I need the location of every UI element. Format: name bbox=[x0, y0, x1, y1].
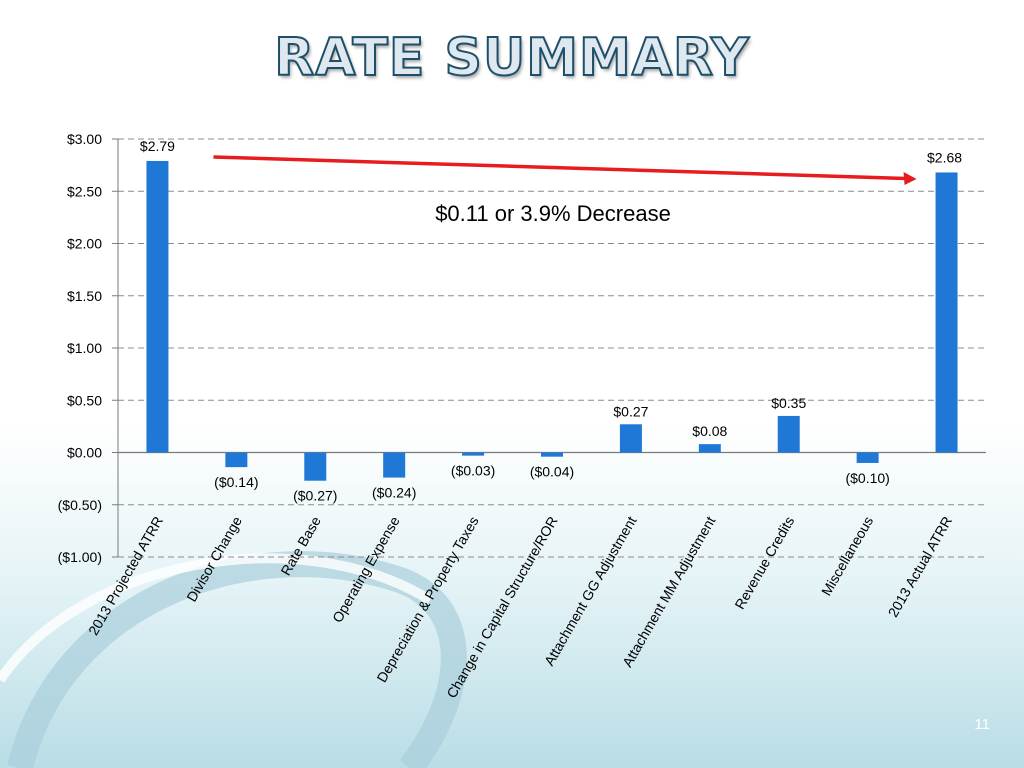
decrease-annotation: $0.11 or 3.9% Decrease bbox=[435, 201, 671, 226]
slide-title: RATE SUMMARY bbox=[273, 27, 750, 89]
y-tick-label: ($1.00) bbox=[58, 549, 102, 565]
y-tick-label: $2.00 bbox=[67, 236, 102, 252]
category-label: Attachment MM Adjustment bbox=[619, 513, 719, 669]
grid-lines bbox=[118, 138, 986, 558]
bar bbox=[856, 452, 879, 463]
y-tick-label: $2.50 bbox=[67, 183, 102, 199]
data-label: ($0.24) bbox=[372, 485, 416, 501]
bar bbox=[225, 452, 248, 468]
category-label: Revenue Credits bbox=[731, 514, 797, 612]
bars bbox=[146, 160, 958, 481]
category-label: 2013 Projected ATRR bbox=[85, 514, 166, 638]
page-number: 11 bbox=[974, 716, 990, 733]
annotation-layer: $0.11 or 3.9% Decrease bbox=[213, 155, 917, 226]
bar bbox=[619, 424, 642, 453]
y-tick-label: ($0.50) bbox=[58, 497, 102, 513]
bar bbox=[698, 444, 721, 453]
data-label: $0.35 bbox=[771, 395, 806, 411]
data-labels: $2.79 ($0.14) ($0.27) ($0.24) ($0.03) ($0.04)… bbox=[140, 138, 962, 504]
data-label: ($0.27) bbox=[293, 488, 337, 504]
category-labels: 2013 Projected ATRR Divisor Change Rate Ba… bbox=[85, 513, 955, 700]
data-label: $2.68 bbox=[927, 149, 962, 165]
bar bbox=[383, 452, 406, 478]
data-label: ($0.03) bbox=[451, 463, 495, 479]
y-tick-label: $0.50 bbox=[67, 392, 102, 408]
category-label: Attachment GG Adjustment bbox=[541, 513, 640, 668]
y-tick-label: $1.00 bbox=[67, 340, 102, 356]
bar bbox=[146, 160, 169, 453]
y-axis: $3.00 $2.50 $2.00 $1.50 $1.00 $0.50 $0.00 ($0.5… bbox=[58, 131, 119, 565]
y-tick-label: $3.00 bbox=[67, 131, 102, 147]
data-label: ($0.04) bbox=[530, 464, 574, 480]
bar bbox=[462, 452, 485, 456]
bar bbox=[935, 172, 958, 453]
bar bbox=[541, 452, 563, 457]
decorative-swoosh-inner bbox=[0, 553, 433, 683]
data-label: ($0.10) bbox=[845, 470, 889, 486]
data-label: $0.27 bbox=[613, 403, 648, 419]
category-label: 2013 Actual ATRR bbox=[885, 513, 956, 619]
category-label: Miscellaneous bbox=[818, 514, 876, 599]
bar bbox=[777, 415, 800, 453]
y-tick-label: $0.00 bbox=[67, 445, 102, 461]
category-label: Rate Base bbox=[277, 513, 324, 578]
decrease-arrow-head bbox=[903, 172, 917, 185]
data-label: $0.08 bbox=[692, 423, 727, 439]
bar bbox=[304, 452, 327, 481]
decrease-arrow-line bbox=[213, 155, 907, 181]
category-label: Divisor Change bbox=[183, 513, 245, 604]
y-tick-label: $1.50 bbox=[67, 288, 102, 304]
data-label: $2.79 bbox=[140, 138, 175, 154]
category-label: Operating Expense bbox=[329, 513, 403, 625]
data-label: ($0.14) bbox=[214, 474, 258, 490]
